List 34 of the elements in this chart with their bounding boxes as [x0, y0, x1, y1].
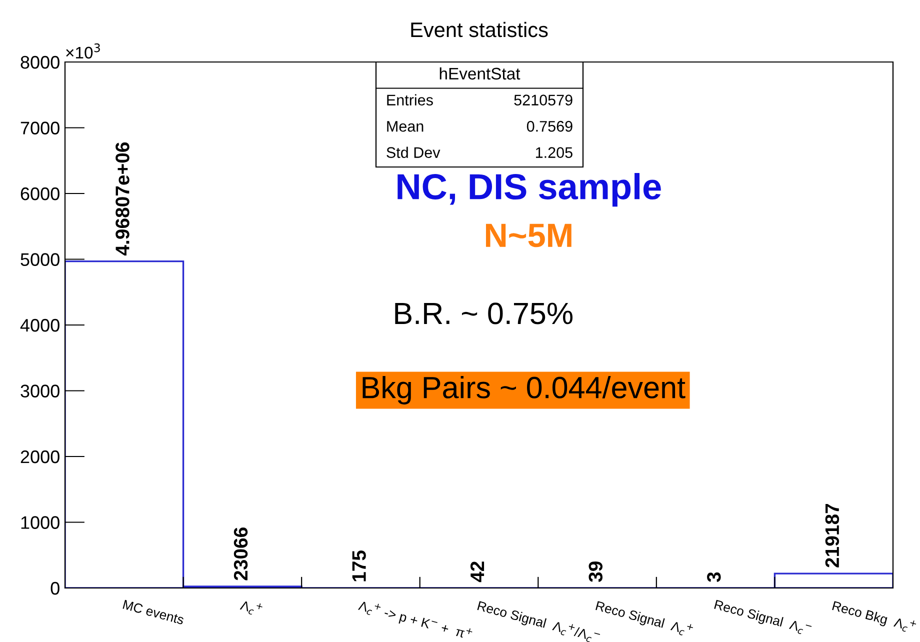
y-tick-label: 4000 — [20, 318, 60, 332]
annotation: 23066 — [234, 528, 248, 580]
annotation: 4.96807e+06 — [116, 142, 130, 256]
annotation: 175 — [352, 550, 366, 582]
y-tick-label: 8000 — [20, 56, 60, 69]
chart-title: Event statistics — [411, 22, 548, 38]
annotation: NC, DIS sample — [398, 172, 661, 207]
annotation: 0.7569 — [526, 120, 572, 132]
y-axis-title: ×10$^{3}$ — [66, 43, 100, 59]
annotation: 39 — [588, 562, 603, 582]
annotation: 1.205 — [536, 147, 572, 158]
annotation: 42 — [470, 562, 484, 582]
y-tick-label: 2000 — [20, 450, 60, 464]
x-tick-label: Λ$_{c}$$^{+}$ — [239, 598, 264, 617]
annotation: Mean — [387, 121, 424, 132]
y-tick-label: 7000 — [20, 122, 60, 134]
annotation: 3 — [707, 572, 721, 582]
annotation: 219187 — [825, 504, 840, 568]
annotation: hEventStat — [440, 67, 520, 80]
annotation: B.R. ~ 0.75% — [395, 302, 572, 324]
x-tick-label: Reco Signal Λ$_{c}$$^{−}$ — [713, 599, 812, 637]
y-tick-label: 1000 — [21, 516, 60, 529]
y-tick-label: 0 — [50, 582, 60, 595]
annotation: Std Dev — [386, 146, 440, 158]
y-tick-label: 3000 — [20, 384, 60, 398]
annotation: N~5M — [486, 224, 572, 248]
y-tick-label: 5000 — [20, 253, 60, 266]
x-tick-label: Λ$_{c}$$^{+}$ -> p + K$^{−}$ + π$^{+}$ — [357, 599, 473, 642]
y-tick-label: 6000 — [20, 187, 60, 200]
annotation: 5210579 — [514, 94, 572, 106]
annotation: Bkg Pairs ~ 0.044/event — [362, 376, 686, 404]
x-tick-label: MC events — [122, 600, 185, 625]
annotation: Entries — [387, 94, 433, 106]
x-tick-label: Reco Bkg Λ$_{c}$$^{+}$ — [831, 599, 917, 634]
